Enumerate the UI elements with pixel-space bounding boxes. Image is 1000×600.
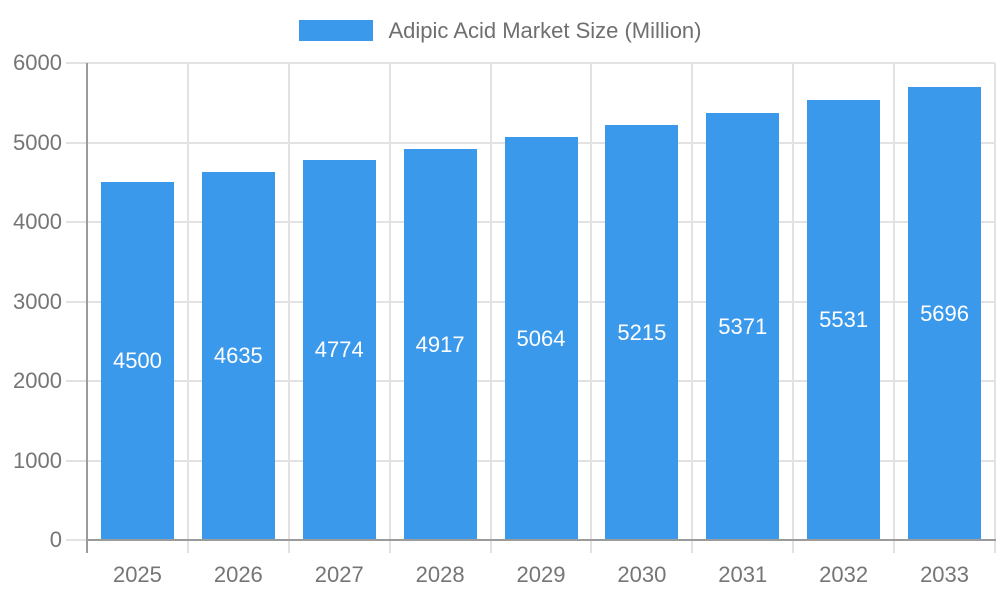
bar-value-label: 5371	[718, 313, 768, 339]
x-axis-tick-label: 2029	[516, 562, 566, 587]
bar-value-label: 5215	[617, 319, 667, 345]
bar[interactable]	[908, 87, 982, 540]
x-gridline	[994, 63, 996, 553]
bar-value-label: 4635	[213, 342, 263, 368]
bar-value-label: 5696	[920, 300, 970, 326]
x-axis-tick-label: 2026	[213, 562, 263, 587]
x-gridline	[893, 63, 896, 553]
bar-value-label: 5531	[819, 307, 869, 333]
x-axis-tick-label: 2032	[819, 562, 869, 587]
x-axis-line	[86, 539, 996, 541]
legend-item[interactable]: Adipic Acid Market Size (Million)	[298, 17, 702, 44]
legend: Adipic Acid Market Size (Million)	[0, 17, 1000, 44]
y-axis-line	[86, 63, 88, 553]
legend-label: Adipic Acid Market Size (Million)	[388, 18, 702, 43]
bar[interactable]	[504, 137, 578, 540]
x-gridline	[287, 63, 290, 553]
bar[interactable]	[706, 113, 780, 540]
x-axis-tick-label: 2030	[617, 562, 667, 587]
x-axis-tick-label: 2025	[112, 562, 162, 587]
x-gridline	[186, 63, 189, 553]
x-gridline	[590, 63, 593, 553]
y-axis-tick-label: 5000	[13, 129, 62, 155]
x-gridline	[792, 63, 795, 553]
y-axis-tick-label: 3000	[13, 288, 62, 314]
x-axis-tick-label: 2033	[920, 562, 970, 587]
bar[interactable]	[605, 125, 679, 540]
x-gridline	[388, 63, 391, 553]
x-axis-tick-label: 2031	[718, 562, 768, 587]
bar-value-label: 4917	[415, 331, 465, 357]
y-gridline	[66, 62, 995, 64]
legend-swatch-icon	[298, 20, 373, 41]
bar[interactable]	[302, 160, 376, 540]
y-axis-tick-label: 2000	[13, 368, 62, 393]
y-axis-tick-label: 6000	[13, 50, 62, 75]
bar-value-label: 4774	[314, 337, 364, 363]
bar-value-label: 5064	[516, 325, 566, 351]
x-axis-tick-label: 2027	[314, 562, 364, 587]
bar[interactable]	[403, 149, 477, 540]
bar[interactable]	[201, 171, 275, 540]
y-axis-tick-label: 4000	[13, 209, 62, 234]
y-axis-tick-label: 0	[49, 527, 62, 552]
x-gridline	[489, 63, 492, 553]
x-axis-tick-label: 2028	[415, 562, 465, 587]
bar[interactable]	[100, 182, 174, 540]
y-axis-tick-label: 1000	[13, 447, 62, 473]
x-gridline	[691, 63, 694, 553]
bar[interactable]	[807, 100, 881, 540]
bar-value-label: 4500	[112, 348, 162, 374]
